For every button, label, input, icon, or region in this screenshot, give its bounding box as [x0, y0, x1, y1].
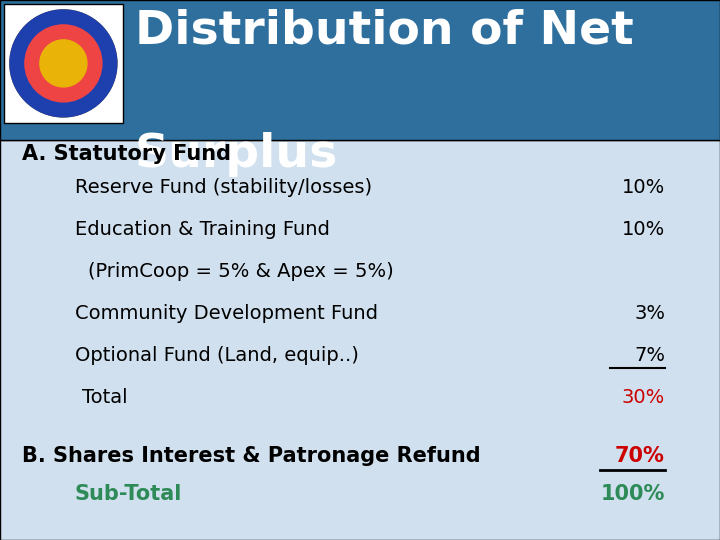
FancyBboxPatch shape [0, 140, 720, 540]
Text: 100%: 100% [600, 484, 665, 504]
FancyBboxPatch shape [4, 4, 123, 123]
Text: 30%: 30% [622, 388, 665, 407]
Circle shape [25, 25, 102, 102]
FancyBboxPatch shape [0, 0, 720, 140]
Text: Optional Fund (Land, equip..): Optional Fund (Land, equip..) [75, 346, 359, 366]
Text: Distribution of Net: Distribution of Net [135, 8, 634, 53]
Text: Education & Training Fund: Education & Training Fund [75, 220, 330, 239]
Text: 3%: 3% [634, 305, 665, 323]
Text: (PrimCoop = 5% & Apex = 5%): (PrimCoop = 5% & Apex = 5%) [88, 262, 393, 281]
Text: A. Statutory Fund: A. Statutory Fund [22, 144, 231, 164]
Text: Total: Total [83, 388, 128, 407]
Text: 10%: 10% [622, 178, 665, 198]
Circle shape [40, 40, 87, 87]
Text: Community Development Fund: Community Development Fund [75, 305, 378, 323]
Text: Surplus: Surplus [135, 132, 338, 178]
Text: Sub-Total: Sub-Total [75, 484, 182, 504]
Text: 70%: 70% [615, 447, 665, 467]
Text: B. Shares Interest & Patronage Refund: B. Shares Interest & Patronage Refund [22, 447, 481, 467]
Circle shape [10, 10, 117, 117]
Text: 7%: 7% [634, 346, 665, 366]
Text: Reserve Fund (stability/losses): Reserve Fund (stability/losses) [75, 178, 372, 198]
Circle shape [10, 10, 117, 117]
Text: 10%: 10% [622, 220, 665, 239]
